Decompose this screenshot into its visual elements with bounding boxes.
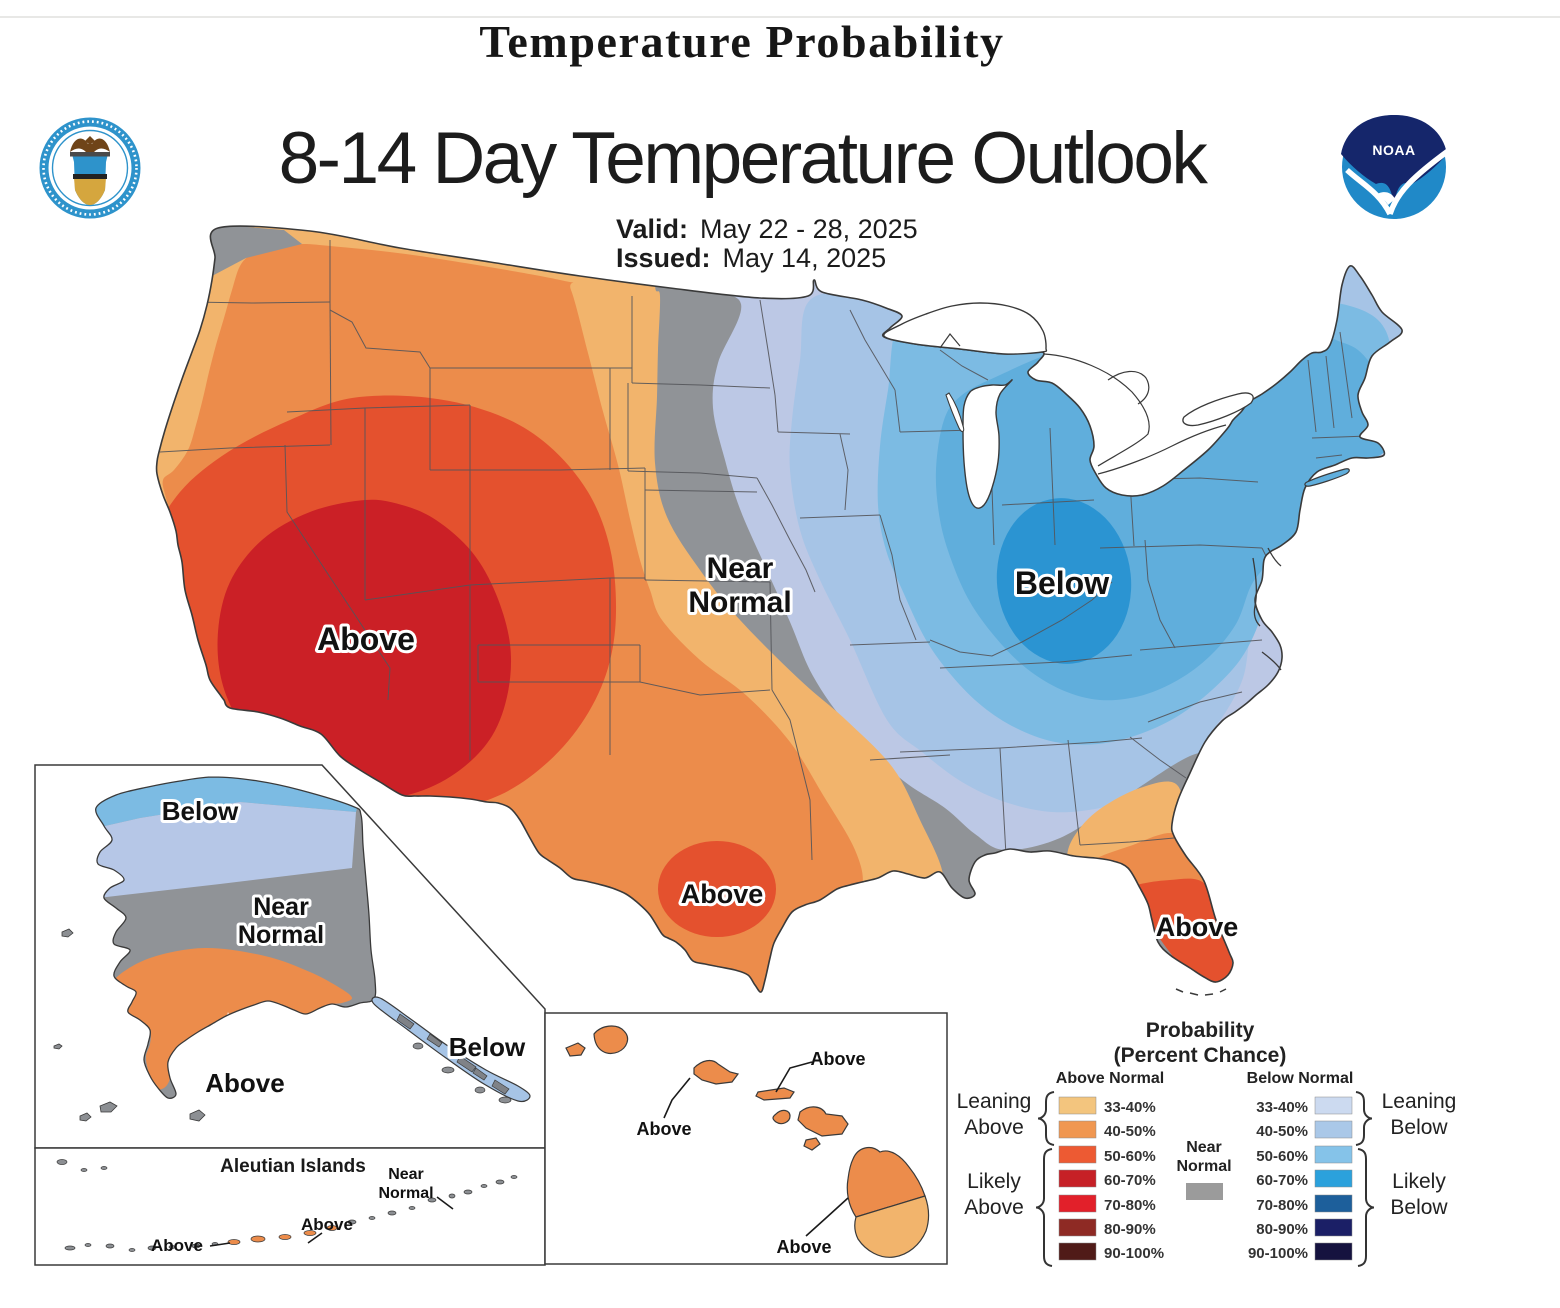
- svg-text:Below: Below: [1390, 1116, 1448, 1139]
- svg-text:Normal: Normal: [1176, 1158, 1231, 1175]
- svg-text:Leaning: Leaning: [957, 1090, 1032, 1113]
- svg-text:Leaning: Leaning: [1382, 1090, 1457, 1113]
- svg-text:90-100%: 90-100%: [1248, 1245, 1308, 1262]
- svg-text:Above: Above: [301, 1215, 353, 1234]
- svg-text:Issued:May 14, 2025: Issued: May 14, 2025: [616, 243, 886, 273]
- svg-text:Above: Above: [810, 1049, 865, 1069]
- svg-text:Near: Near: [1186, 1139, 1222, 1156]
- svg-text:Above: Above: [681, 879, 764, 909]
- svg-text:Aleutian Islands: Aleutian Islands: [220, 1156, 366, 1177]
- svg-text:Above: Above: [1156, 912, 1239, 942]
- svg-text:90-100%: 90-100%: [1104, 1245, 1164, 1262]
- svg-text:50-60%: 50-60%: [1256, 1148, 1308, 1165]
- svg-text:Above: Above: [964, 1116, 1024, 1139]
- svg-text:Normal: Normal: [378, 1185, 433, 1202]
- svg-text:8-14 Day Temperature Outlook: 8-14 Day Temperature Outlook: [279, 118, 1209, 199]
- svg-text:Below: Below: [1390, 1196, 1448, 1219]
- svg-text:NOAA: NOAA: [1372, 142, 1415, 158]
- svg-text:Above: Above: [776, 1237, 831, 1257]
- svg-text:40-50%: 40-50%: [1256, 1123, 1308, 1140]
- svg-text:80-90%: 80-90%: [1256, 1221, 1308, 1238]
- svg-text:Below Normal: Below Normal: [1247, 1070, 1354, 1087]
- svg-text:Below: Below: [1015, 565, 1109, 601]
- svg-text:Valid:May 22 - 28, 2025: Valid: May 22 - 28, 2025: [616, 214, 918, 244]
- svg-text:80-90%: 80-90%: [1104, 1221, 1156, 1238]
- svg-text:Likely: Likely: [1392, 1170, 1446, 1193]
- svg-text:70-80%: 70-80%: [1104, 1197, 1156, 1214]
- svg-text:Above: Above: [636, 1119, 691, 1139]
- svg-text:40-50%: 40-50%: [1104, 1123, 1156, 1140]
- svg-text:Probability: Probability: [1146, 1019, 1255, 1042]
- svg-text:33-40%: 33-40%: [1256, 1099, 1308, 1116]
- svg-text:70-80%: 70-80%: [1256, 1197, 1308, 1214]
- svg-text:Likely: Likely: [967, 1170, 1021, 1193]
- svg-text:60-70%: 60-70%: [1104, 1172, 1156, 1189]
- svg-text:(Percent Chance): (Percent Chance): [1114, 1044, 1287, 1067]
- svg-text:33-40%: 33-40%: [1104, 1099, 1156, 1116]
- svg-text:Below: Below: [162, 796, 239, 826]
- svg-text:Near: Near: [253, 893, 309, 921]
- svg-text:Normal: Normal: [688, 586, 791, 619]
- svg-text:Above: Above: [964, 1196, 1024, 1219]
- svg-text:Above: Above: [317, 621, 415, 657]
- svg-text:Above: Above: [151, 1236, 203, 1255]
- svg-text:60-70%: 60-70%: [1256, 1172, 1308, 1189]
- svg-text:Above: Above: [205, 1068, 284, 1098]
- svg-text:Temperature Probability: Temperature Probability: [479, 16, 1004, 67]
- svg-text:Normal: Normal: [238, 921, 324, 949]
- svg-text:Below: Below: [449, 1032, 526, 1062]
- svg-text:50-60%: 50-60%: [1104, 1148, 1156, 1165]
- svg-text:Near: Near: [388, 1166, 424, 1183]
- svg-text:Above Normal: Above Normal: [1056, 1070, 1164, 1087]
- svg-text:Near: Near: [707, 552, 774, 585]
